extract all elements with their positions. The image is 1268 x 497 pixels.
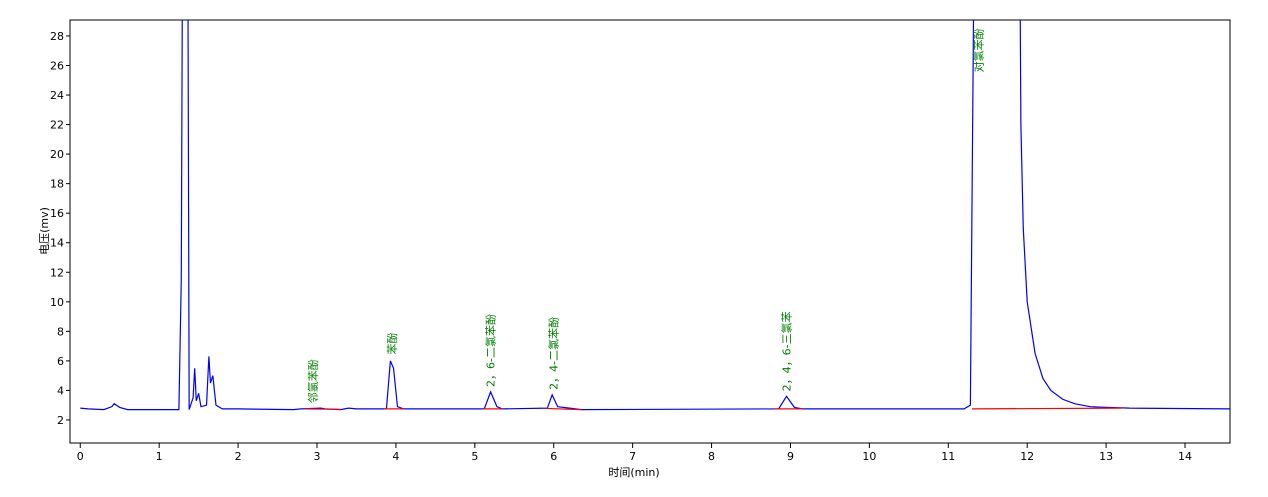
y-tick-label: 10: [50, 296, 64, 309]
y-tick-label: 20: [50, 148, 64, 161]
y-tick-label: 18: [50, 178, 64, 191]
y-tick-label: 8: [57, 325, 64, 338]
x-tick-label: 10: [862, 450, 876, 463]
peak-label: 2，6-二氯苯酚: [484, 314, 498, 387]
y-tick-label: 16: [50, 207, 64, 220]
y-tick-label: 22: [50, 119, 64, 132]
x-tick-label: 4: [392, 450, 399, 463]
peak-label: 苯酚: [385, 332, 399, 354]
x-tick-label: 12: [1020, 450, 1034, 463]
x-axis-label: 时间(min): [608, 466, 659, 479]
peak-baseline: [971, 407, 1122, 410]
y-tick-label: 14: [50, 237, 64, 250]
plot-frame: [69, 19, 1231, 444]
x-tick-label: 8: [708, 450, 715, 463]
x-tick-label: 13: [1099, 450, 1113, 463]
peak-label: 2，4-二氯苯酚: [547, 317, 561, 390]
x-tick-label: 14: [1178, 450, 1192, 463]
signal-trace: [80, 20, 1230, 411]
x-tick-label: 2: [235, 450, 242, 463]
y-axis-label: 电压(mv): [38, 207, 51, 255]
y-tick-label: 4: [57, 384, 64, 397]
y-tick-label: 28: [50, 30, 64, 43]
y-tick-label: 6: [57, 355, 64, 368]
x-tick-label: 11: [941, 450, 955, 463]
x-tick-label: 1: [156, 450, 163, 463]
y-tick-label: 26: [50, 59, 64, 72]
x-tick-label: 6: [550, 450, 557, 463]
y-tick-label: 24: [50, 89, 64, 102]
x-tick-label: 9: [787, 450, 794, 463]
x-tick-label: 5: [471, 450, 478, 463]
peak-label: 邻氯苯酚: [306, 359, 320, 403]
x-tick-label: 0: [77, 450, 84, 463]
peak-label: 2，4，6-三氯苯: [780, 311, 794, 391]
x-tick-label: 7: [629, 450, 636, 463]
plot-layer: [80, 20, 1230, 411]
peak-label: 对氯苯酚: [971, 28, 985, 72]
y-tick-label: 12: [50, 266, 64, 279]
x-tick-label: 3: [313, 450, 320, 463]
y-tick-label: 2: [57, 414, 64, 427]
peak-baseline: [545, 407, 582, 411]
